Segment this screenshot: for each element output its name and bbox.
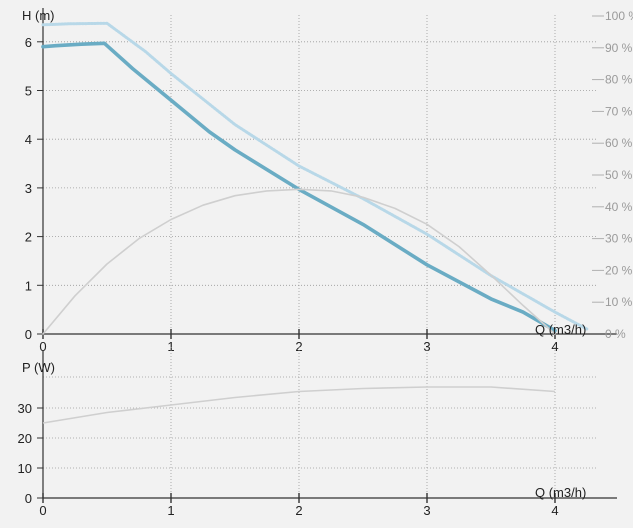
efficiency-ytick-label: 90 % (605, 41, 633, 55)
head-ytick-label: 3 (25, 181, 32, 196)
efficiency-ytick-label: 0 % (605, 327, 626, 341)
power-chart-axes (37, 350, 617, 503)
head-chart-axes (37, 8, 617, 339)
efficiency-ytick-label: 10 % (605, 295, 633, 309)
head-xtick-label: 4 (551, 339, 558, 354)
head-x-axis-title: Q (m3/h) (535, 322, 586, 337)
power-xtick-label: 3 (423, 503, 430, 518)
power-curve (42, 386, 556, 424)
head-y-axis-title: H (m) (22, 8, 55, 23)
head-xtick-label: 1 (167, 339, 174, 354)
power-ytick-label: 30 (18, 401, 32, 416)
head-ytick-label: 2 (25, 230, 32, 245)
efficiency-ytick-label: 80 % (605, 73, 633, 87)
efficiency-ytick-label: 30 % (605, 232, 633, 246)
efficiency-ytick-label: 60 % (605, 136, 633, 150)
power-xtick-label: 4 (551, 503, 558, 518)
power-xtick-label: 1 (167, 503, 174, 518)
head-ytick-label: 0 (25, 327, 32, 342)
efficiency-curve (42, 188, 556, 335)
head-curve (41, 41, 557, 333)
efficiency-ytick-label: 40 % (605, 200, 633, 214)
power-ytick-label: 20 (18, 431, 32, 446)
power-chart-series (42, 386, 556, 424)
power-x-axis-title: Q (m3/h) (535, 485, 586, 500)
head-xtick-label: 3 (423, 339, 430, 354)
power-chart-grid (43, 347, 598, 498)
head-ytick-label: 4 (25, 132, 32, 147)
power-ytick-label: 10 (18, 461, 32, 476)
power-y-axis-title: P (W) (22, 360, 55, 375)
efficiency-ytick-label: 100 % (605, 9, 633, 23)
head-ytick-label: 1 (25, 278, 32, 293)
power-xtick-label: 2 (295, 503, 302, 518)
efficiency-ytick-label: 20 % (605, 263, 633, 277)
head-xtick-label: 0 (39, 339, 46, 354)
head-ytick-label: 5 (25, 84, 32, 99)
head-xtick-label: 2 (295, 339, 302, 354)
power-xtick-label: 0 (39, 503, 46, 518)
efficiency-ytick-label: 70 % (605, 104, 633, 118)
head-curve-max (41, 21, 589, 331)
efficiency-ytick-label: 50 % (605, 168, 633, 182)
power-chart-labels: 0 10 20 30 0 1 2 3 4 P (W) Q (m3/h) (18, 360, 587, 518)
head-ytick-label: 6 (25, 35, 32, 50)
power-ytick-label: 0 (25, 491, 32, 506)
head-chart-series (41, 21, 589, 335)
